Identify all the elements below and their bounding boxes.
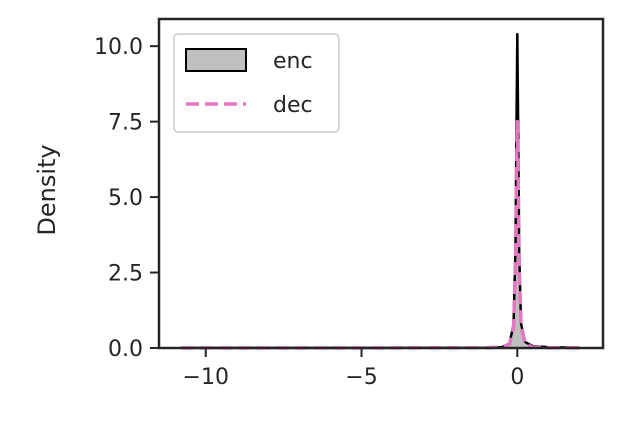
dec-density-line bbox=[180, 119, 580, 350]
y-tick-label: 7.5 bbox=[108, 111, 143, 136]
y-tick-label: 2.5 bbox=[108, 262, 143, 287]
legend-label-enc: enc bbox=[273, 49, 313, 74]
y-tick-label: 5.0 bbox=[108, 186, 143, 211]
y-axis-label: Density bbox=[33, 144, 61, 235]
y-tick-label: 10.0 bbox=[94, 35, 143, 60]
x-tick-label: 0 bbox=[510, 365, 524, 390]
axis-ticks: −10 −5 0 0.0 2.5 5.0 7.5 10.0 bbox=[94, 35, 524, 390]
axes-frame bbox=[157, 17, 605, 350]
legend-label-dec: dec bbox=[273, 93, 313, 118]
y-tick-label: 0.0 bbox=[108, 337, 143, 362]
legend-swatch-enc bbox=[185, 48, 247, 72]
legend: enc dec bbox=[173, 33, 340, 133]
x-tick-label: −10 bbox=[183, 365, 229, 390]
x-tick-label: −5 bbox=[345, 365, 377, 390]
